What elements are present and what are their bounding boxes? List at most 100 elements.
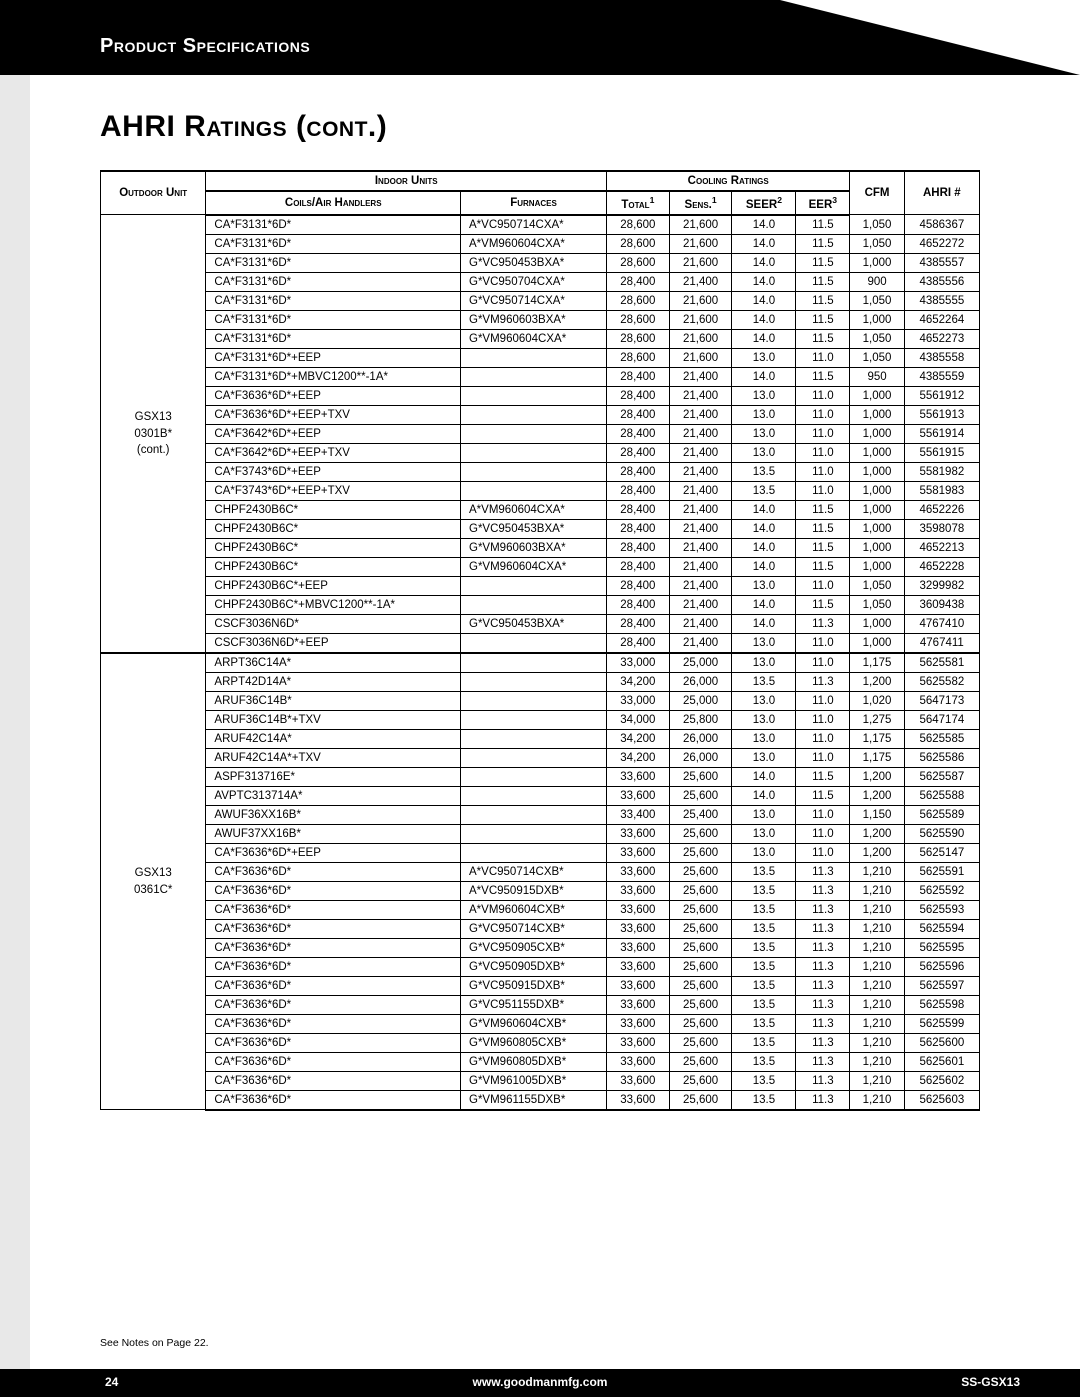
cell: 25,600 <box>669 786 732 805</box>
cell: G*VC950905CXB* <box>461 938 607 957</box>
table-row: CA*F3131*6D*G*VC950714CXA*28,60021,60014… <box>101 291 980 310</box>
cell: 14.0 <box>732 234 796 253</box>
cell: 1,210 <box>850 919 904 938</box>
col-coils: Coils/Air Handlers <box>206 191 461 215</box>
cell: 28,400 <box>607 557 670 576</box>
cell: 28,400 <box>607 405 670 424</box>
cell: 11.5 <box>796 786 850 805</box>
cell: 14.0 <box>732 595 796 614</box>
cell: 5625582 <box>904 672 979 691</box>
table-body: GSX130301B*(cont.)CA*F3131*6D*A*VC950714… <box>101 215 980 1110</box>
cell: 28,400 <box>607 500 670 519</box>
cell: 900 <box>850 272 904 291</box>
cell: 11.3 <box>796 957 850 976</box>
cell: 11.0 <box>796 748 850 767</box>
cell: 11.0 <box>796 824 850 843</box>
cell: 1,000 <box>850 443 904 462</box>
cell: 14.0 <box>732 519 796 538</box>
cell: 1,000 <box>850 310 904 329</box>
cell: 1,050 <box>850 348 904 367</box>
cell: 1,000 <box>850 253 904 272</box>
cell: 13.0 <box>732 748 796 767</box>
cell: 14.0 <box>732 272 796 291</box>
cell: 3299982 <box>904 576 979 595</box>
cell <box>461 805 607 824</box>
cell: 1,000 <box>850 386 904 405</box>
cell: 1,000 <box>850 614 904 633</box>
cell: A*VM960604CXA* <box>461 500 607 519</box>
cell: 1,200 <box>850 672 904 691</box>
cell: CHPF2430B6C* <box>206 500 461 519</box>
cell: 5625593 <box>904 900 979 919</box>
cell: 33,600 <box>607 995 670 1014</box>
cell: CA*F3636*6D*+EEP <box>206 843 461 862</box>
cell: CA*F3636*6D*+EEP <box>206 386 461 405</box>
cell: 1,210 <box>850 900 904 919</box>
table-row: CA*F3636*6D*G*VM961005DXB*33,60025,60013… <box>101 1071 980 1090</box>
cell: 13.0 <box>732 633 796 653</box>
table-row: CA*F3636*6D*G*VC950915DXB*33,60025,60013… <box>101 976 980 995</box>
cell: G*VM960603BXA* <box>461 310 607 329</box>
col-outdoor: Outdoor Unit <box>101 171 206 215</box>
cell: 33,400 <box>607 805 670 824</box>
cell: 1,050 <box>850 576 904 595</box>
cell: 21,400 <box>669 538 732 557</box>
cell: 33,600 <box>607 938 670 957</box>
cell: 25,600 <box>669 919 732 938</box>
cell: 11.0 <box>796 653 850 673</box>
cell: G*VC950714CXA* <box>461 291 607 310</box>
cell: 11.5 <box>796 291 850 310</box>
cell: 13.5 <box>732 1052 796 1071</box>
cell: G*VC950714CXB* <box>461 919 607 938</box>
cell: 13.0 <box>732 824 796 843</box>
cell: 11.5 <box>796 519 850 538</box>
cell: 13.0 <box>732 405 796 424</box>
table-row: CA*F3636*6D*+EEP+TXV28,40021,40013.011.0… <box>101 405 980 424</box>
cell: 28,400 <box>607 443 670 462</box>
cell: CA*F3636*6D* <box>206 1071 461 1090</box>
cell: CA*F3636*6D* <box>206 976 461 995</box>
cell: 14.0 <box>732 767 796 786</box>
cell: 33,600 <box>607 824 670 843</box>
cell: A*VC950714CXA* <box>461 215 607 235</box>
table-row: CHPF2430B6C*+MBVC1200**-1A*28,40021,4001… <box>101 595 980 614</box>
cell: 13.5 <box>732 938 796 957</box>
cell <box>461 386 607 405</box>
cell: 5625601 <box>904 1052 979 1071</box>
cell <box>461 767 607 786</box>
cell: G*VM960805CXB* <box>461 1033 607 1052</box>
cell: 5625591 <box>904 862 979 881</box>
cell: CHPF2430B6C* <box>206 519 461 538</box>
cell: AVPTC313714A* <box>206 786 461 805</box>
cell <box>461 653 607 673</box>
cell: CHPF2430B6C* <box>206 538 461 557</box>
cell: 1,020 <box>850 691 904 710</box>
cell: 1,000 <box>850 462 904 481</box>
cell: 11.3 <box>796 614 850 633</box>
cell: 25,600 <box>669 995 732 1014</box>
cell: 1,210 <box>850 938 904 957</box>
cell: 1,210 <box>850 1052 904 1071</box>
cell: CA*F3131*6D* <box>206 310 461 329</box>
cell: 25,600 <box>669 1014 732 1033</box>
cell <box>461 424 607 443</box>
cell: 11.3 <box>796 1090 850 1110</box>
cell: 11.0 <box>796 443 850 462</box>
table-row: ASPF313716E*33,60025,60014.011.51,200562… <box>101 767 980 786</box>
cell: G*VM960603BXA* <box>461 538 607 557</box>
cell: 21,400 <box>669 614 732 633</box>
table-row: AWUF36XX16B*33,40025,40013.011.01,150562… <box>101 805 980 824</box>
footer-code: SS-GSX13 <box>961 1375 1020 1389</box>
cell: 4385558 <box>904 348 979 367</box>
cell: CA*F3743*6D*+EEP+TXV <box>206 481 461 500</box>
section-label: Product Specifications <box>100 35 310 58</box>
cell: 28,600 <box>607 310 670 329</box>
table-row: GSX130361C*ARPT36C14A*33,00025,00013.011… <box>101 653 980 673</box>
cell: G*VM960604CXA* <box>461 557 607 576</box>
cell: 25,600 <box>669 824 732 843</box>
cell: 1,000 <box>850 424 904 443</box>
cell: 11.3 <box>796 1033 850 1052</box>
cell: 13.0 <box>732 386 796 405</box>
cell: 5625589 <box>904 805 979 824</box>
cell: 11.0 <box>796 843 850 862</box>
